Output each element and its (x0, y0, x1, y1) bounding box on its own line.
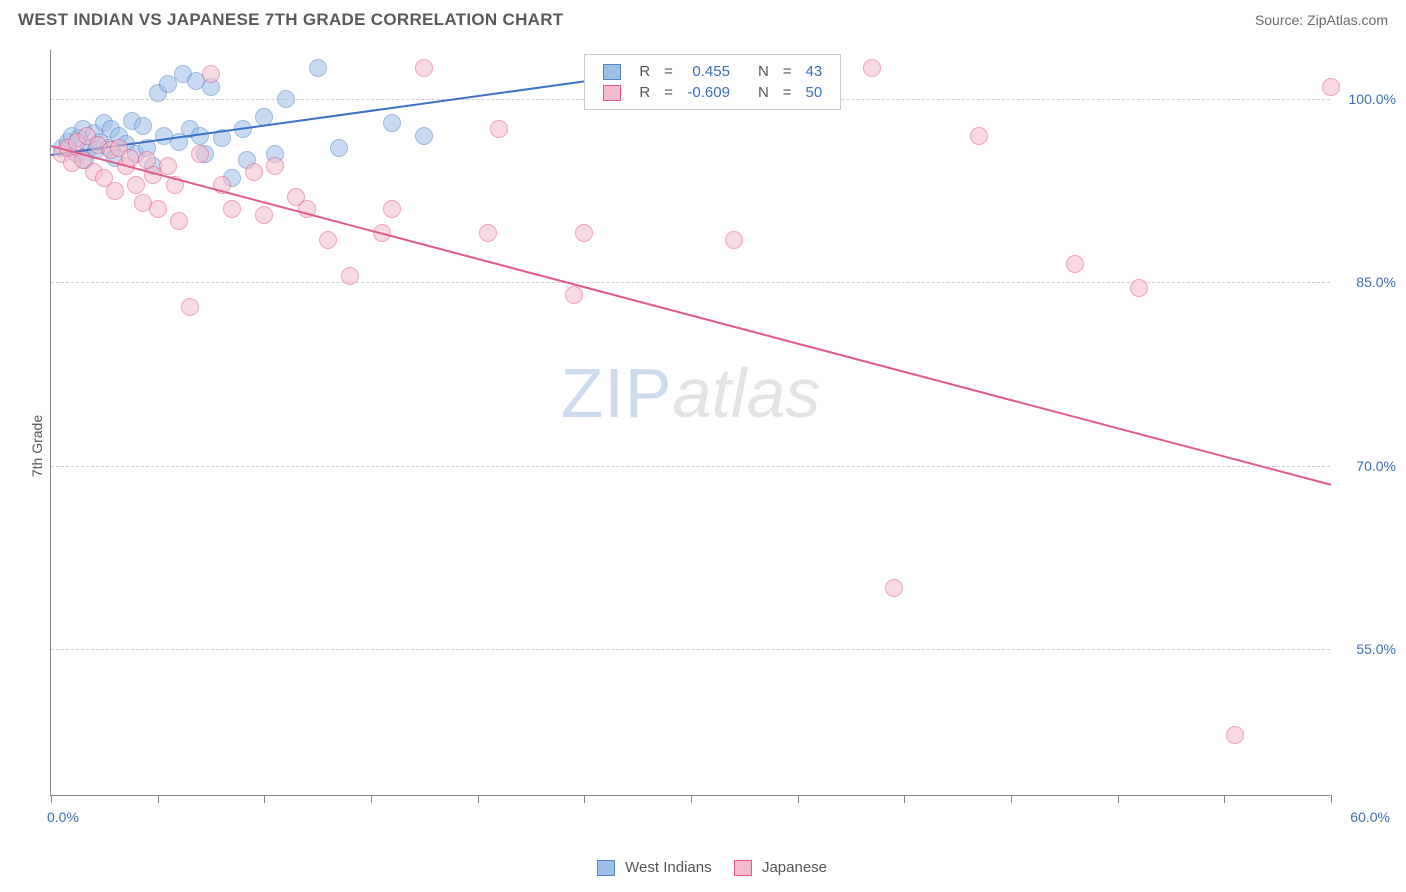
x-tick (904, 795, 905, 803)
y-tick-label: 70.0% (1336, 458, 1396, 474)
regression-line (51, 145, 1332, 486)
data-point (479, 224, 497, 242)
chart-title: WEST INDIAN VS JAPANESE 7TH GRADE CORREL… (18, 10, 563, 30)
legend-bottom: West Indians Japanese (579, 859, 827, 876)
data-point (255, 206, 273, 224)
legend-n-label: N (752, 83, 775, 102)
data-point (383, 114, 401, 132)
chart-header: WEST INDIAN VS JAPANESE 7TH GRADE CORREL… (0, 0, 1406, 36)
x-tick (264, 795, 265, 803)
data-point (245, 163, 263, 181)
watermark-atlas: atlas (673, 354, 821, 432)
data-point (1322, 78, 1340, 96)
legend-swatch-west-indians (597, 860, 615, 876)
gridline-h (51, 649, 1330, 650)
data-point (1066, 255, 1084, 273)
legend-stat-swatch (603, 64, 621, 80)
data-point (415, 127, 433, 145)
watermark: ZIPatlas (561, 353, 821, 433)
x-tick (51, 795, 52, 803)
chart-source: Source: ZipAtlas.com (1255, 12, 1388, 28)
data-point (223, 200, 241, 218)
y-tick-label: 85.0% (1336, 274, 1396, 290)
x-tick (691, 795, 692, 803)
data-point (277, 90, 295, 108)
y-tick-label: 55.0% (1336, 641, 1396, 657)
legend-label-west-indians: West Indians (625, 859, 711, 876)
x-tick (1331, 795, 1332, 803)
legend-label-japanese: Japanese (762, 859, 827, 876)
data-point (170, 212, 188, 230)
legend-stat-swatch (603, 85, 621, 101)
legend-n-label: N (752, 62, 775, 81)
x-start-label: 0.0% (47, 809, 79, 825)
x-tick (371, 795, 372, 803)
data-point (885, 579, 903, 597)
legend-n-value: 50 (800, 83, 829, 102)
data-point (565, 286, 583, 304)
data-point (1226, 726, 1244, 744)
data-point (106, 182, 124, 200)
x-tick (478, 795, 479, 803)
y-tick-label: 100.0% (1336, 91, 1396, 107)
x-tick (584, 795, 585, 803)
legend-r-label: R (633, 62, 656, 81)
data-point (725, 231, 743, 249)
x-tick (1118, 795, 1119, 803)
data-point (1130, 279, 1148, 297)
plot-area: ZIPatlas 55.0%70.0%85.0%100.0%0.0%60.0%R… (50, 50, 1330, 796)
data-point (159, 157, 177, 175)
legend-swatch-japanese (734, 860, 752, 876)
x-tick (1224, 795, 1225, 803)
data-point (181, 298, 199, 316)
data-point (970, 127, 988, 145)
data-point (127, 176, 145, 194)
x-tick (798, 795, 799, 803)
data-point (309, 59, 327, 77)
legend-r-value: -0.609 (681, 83, 736, 102)
chart-area: ZIPatlas 55.0%70.0%85.0%100.0%0.0%60.0%R… (44, 50, 1386, 832)
legend-stats: R=0.455N=43R=-0.609N=50 (584, 54, 841, 110)
x-end-label: 60.0% (1350, 809, 1390, 825)
legend-r-value: 0.455 (681, 62, 736, 81)
data-point (134, 117, 152, 135)
data-point (341, 267, 359, 285)
data-point (191, 145, 209, 163)
y-axis-label: 7th Grade (29, 415, 45, 477)
data-point (202, 65, 220, 83)
data-point (330, 139, 348, 157)
data-point (149, 200, 167, 218)
x-tick (1011, 795, 1012, 803)
legend-r-label: R (633, 83, 656, 102)
data-point (575, 224, 593, 242)
gridline-h (51, 466, 1330, 467)
data-point (319, 231, 337, 249)
data-point (863, 59, 881, 77)
legend-n-value: 43 (800, 62, 829, 81)
data-point (266, 157, 284, 175)
watermark-zip: ZIP (561, 354, 673, 432)
data-point (490, 120, 508, 138)
data-point (415, 59, 433, 77)
x-tick (158, 795, 159, 803)
data-point (383, 200, 401, 218)
